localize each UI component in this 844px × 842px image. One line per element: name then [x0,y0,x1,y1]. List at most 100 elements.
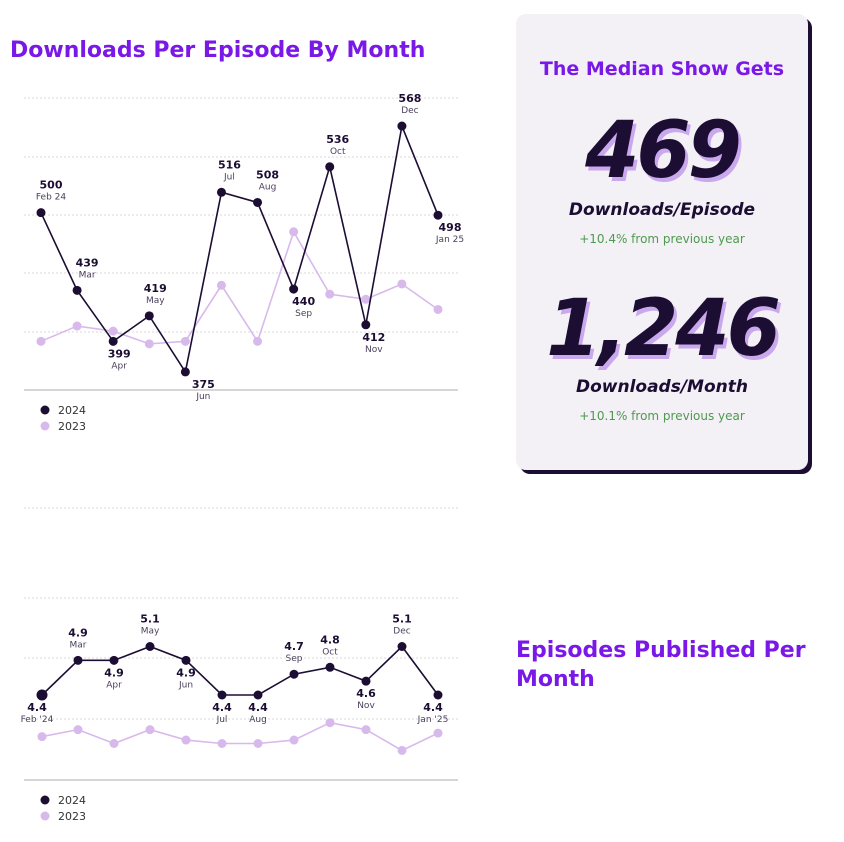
x-tick-label: May [141,627,160,637]
legend-marker-2023 [40,421,50,431]
data-label: 4.9 [68,626,88,639]
data-point-2023 [325,718,335,728]
data-point-2024 [36,689,48,701]
x-tick-label: Oct [322,647,338,657]
data-point-2023 [144,339,154,349]
data-point-2024 [73,655,83,665]
data-point-2024 [108,336,118,346]
data-point-2023 [397,279,407,289]
data-point-2023 [37,732,47,742]
data-label: 536 [326,133,349,146]
data-point-2024 [325,662,335,672]
data-point-2023 [253,739,263,748]
series-line-2024 [41,645,439,696]
data-point-2024 [72,285,82,295]
x-tick-label: Jun [195,392,210,402]
series-line-2023 [40,229,439,345]
data-label: 4.4 [248,701,268,714]
data-label: 508 [256,168,279,181]
episodes-chart-title: Episodes Published Per Month [516,638,806,692]
x-tick-label: Aug [249,715,267,725]
data-point-2023 [217,739,227,748]
data-point-2023 [180,336,190,346]
data-point-2024 [253,690,263,700]
legend-marker-2024 [40,405,50,415]
data-point-2024 [217,690,227,700]
data-label: 439 [76,256,99,269]
data-label: 440 [292,295,315,308]
x-tick-label: Aug [259,182,277,192]
data-point-2024 [361,320,371,330]
data-point-2023 [253,336,263,346]
data-point-2023 [325,289,335,299]
downloads-per-episode-change: +10.4% from previous year [579,232,745,246]
data-point-2024 [325,162,335,172]
x-tick-label: Oct [330,147,346,157]
data-point-2024 [361,676,371,686]
x-tick-label: Jul [223,172,235,182]
data-point-2023 [72,321,82,331]
x-tick-label: Feb 24 [36,193,67,203]
x-tick-label: Dec [393,627,410,637]
data-label: 375 [192,378,215,391]
median-show-card: The Median Show Gets 469 Downloads/Episo… [516,14,808,470]
x-tick-label: Dec [401,106,418,116]
downloads-chart-title: Downloads Per Episode By Month [10,38,426,63]
legend-marker-2023 [40,811,50,821]
data-point-2023 [216,280,226,290]
data-point-2023 [433,304,443,314]
data-point-2023 [361,294,371,304]
data-point-2023 [361,725,371,735]
data-label: 568 [398,92,421,105]
data-point-2023 [289,227,299,237]
downloads-per-month-label: Downloads/Month [575,377,748,397]
data-label: 516 [218,158,241,171]
x-tick-label: Apr [111,361,127,371]
x-tick-label: Sep [295,309,312,319]
legend-marker-2024 [40,795,50,805]
data-point-2023 [433,728,443,738]
x-tick-label: Mar [79,270,96,280]
data-label: 500 [40,179,63,192]
data-point-2024 [36,208,46,218]
data-point-2024 [289,284,299,294]
data-label: 4.9 [176,666,196,679]
x-tick-label: Jan '25 [417,715,449,725]
x-tick-label: Jan 25 [435,235,464,245]
data-point-2024 [433,690,443,700]
data-point-2024 [109,655,119,665]
downloads-per-month-value: 1,246 [546,284,781,374]
legend-label-2024: 2024 [58,794,86,807]
data-point-2024 [433,210,443,220]
data-point-2023 [145,725,155,735]
data-label: 4.4 [212,701,232,714]
data-point-2024 [289,669,299,679]
x-tick-label: Nov [357,701,375,711]
data-label: 419 [144,282,167,295]
x-tick-label: Nov [365,345,383,355]
legend-label-2024: 2024 [58,404,86,417]
series-line-2023 [41,721,439,752]
series-line-2024 [40,123,439,374]
data-point-2024 [181,655,191,665]
downloads-per-episode-label: Downloads/Episode [568,200,756,220]
data-point-2024 [397,121,407,131]
data-label: 5.1 [392,613,412,626]
data-point-2023 [109,739,119,748]
data-label: 4.6 [356,687,376,700]
data-point-2024 [145,642,155,651]
data-point-2023 [181,735,191,745]
data-point-2023 [36,336,46,346]
x-tick-label: Sep [286,654,303,664]
data-point-2024 [253,197,263,207]
x-tick-label: Apr [106,680,122,690]
x-tick-label: Jun [178,680,193,690]
data-label: 4.7 [284,640,304,653]
card-title: The Median Show Gets [539,58,785,80]
legend-label-2023: 2023 [58,810,86,823]
downloads-per-month-change: +10.1% from previous year [579,409,745,423]
x-tick-label: Mar [70,640,87,650]
data-label: 498 [439,221,462,234]
